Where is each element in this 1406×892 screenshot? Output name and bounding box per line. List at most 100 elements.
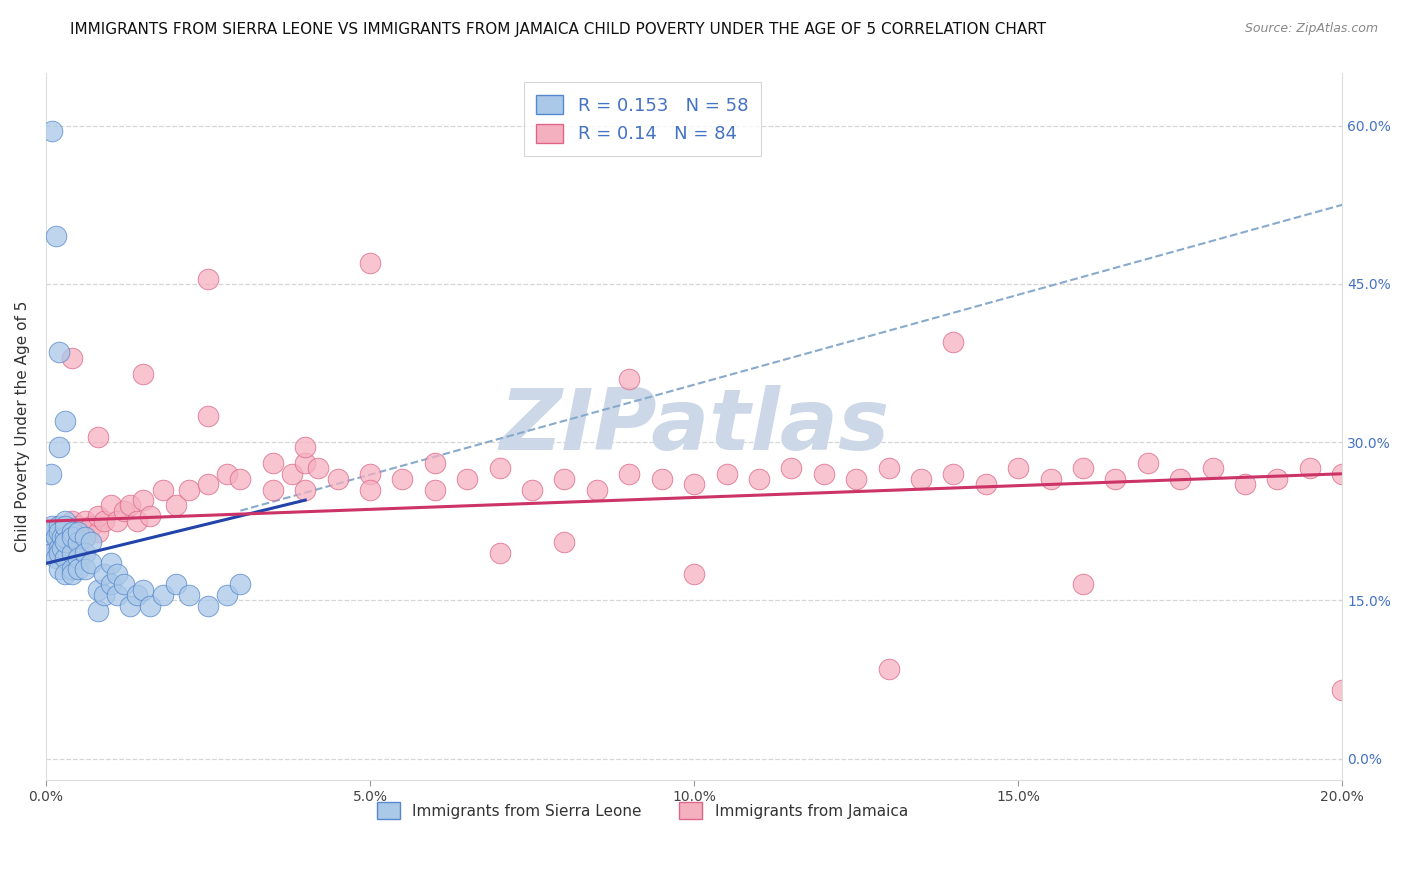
Point	[813, 467, 835, 481]
Point	[55, 566, 77, 581]
Point	[87, 430, 110, 444]
Point	[132, 493, 155, 508]
Point	[619, 372, 641, 386]
Point	[683, 566, 706, 581]
Point	[55, 519, 77, 533]
Point	[73, 514, 96, 528]
Text: Source: ZipAtlas.com: Source: ZipAtlas.com	[1244, 22, 1378, 36]
Point	[125, 588, 148, 602]
Point	[60, 530, 83, 544]
Point	[48, 441, 70, 455]
Point	[423, 456, 446, 470]
Point	[93, 588, 115, 602]
Point	[55, 551, 77, 566]
Point	[48, 524, 70, 539]
Point	[105, 588, 128, 602]
Point	[456, 472, 478, 486]
Point	[48, 519, 70, 533]
Point	[60, 562, 83, 576]
Point	[55, 514, 77, 528]
Y-axis label: Child Poverty Under the Age of 5: Child Poverty Under the Age of 5	[15, 301, 30, 552]
Point	[138, 508, 160, 523]
Point	[87, 524, 110, 539]
Point	[41, 524, 63, 539]
Point	[48, 519, 70, 533]
Point	[326, 472, 349, 486]
Text: ZIPatlas: ZIPatlas	[499, 384, 889, 467]
Point	[910, 472, 932, 486]
Legend: Immigrants from Sierra Leone, Immigrants from Jamaica: Immigrants from Sierra Leone, Immigrants…	[371, 796, 914, 825]
Point	[67, 535, 90, 549]
Point	[87, 508, 110, 523]
Point	[60, 514, 83, 528]
Point	[262, 456, 284, 470]
Point	[391, 472, 413, 486]
Point	[41, 519, 63, 533]
Point	[48, 562, 70, 576]
Point	[748, 472, 770, 486]
Point	[488, 461, 510, 475]
Point	[120, 499, 142, 513]
Point	[45, 530, 67, 544]
Point	[1168, 472, 1191, 486]
Point	[651, 472, 673, 486]
Point	[48, 541, 70, 555]
Point	[553, 535, 575, 549]
Point	[67, 551, 90, 566]
Point	[39, 467, 62, 481]
Point	[138, 599, 160, 613]
Point	[80, 519, 103, 533]
Point	[942, 467, 965, 481]
Point	[48, 535, 70, 549]
Point	[80, 557, 103, 571]
Point	[60, 351, 83, 365]
Point	[197, 271, 219, 285]
Point	[55, 546, 77, 560]
Point	[51, 530, 73, 544]
Point	[73, 530, 96, 544]
Point	[125, 514, 148, 528]
Point	[67, 562, 90, 576]
Point	[105, 566, 128, 581]
Point	[359, 467, 381, 481]
Point	[229, 577, 252, 591]
Point	[48, 345, 70, 359]
Point	[73, 530, 96, 544]
Point	[1331, 682, 1354, 697]
Point	[619, 467, 641, 481]
Point	[1136, 456, 1159, 470]
Point	[132, 582, 155, 597]
Point	[51, 541, 73, 555]
Point	[1267, 472, 1289, 486]
Point	[359, 483, 381, 497]
Point	[281, 467, 304, 481]
Point	[152, 483, 174, 497]
Point	[1201, 461, 1223, 475]
Point	[1071, 577, 1094, 591]
Point	[877, 662, 900, 676]
Point	[112, 503, 135, 517]
Point	[262, 483, 284, 497]
Point	[197, 599, 219, 613]
Point	[132, 367, 155, 381]
Point	[197, 477, 219, 491]
Point	[1071, 461, 1094, 475]
Point	[229, 472, 252, 486]
Point	[120, 599, 142, 613]
Point	[100, 557, 122, 571]
Point	[520, 483, 543, 497]
Point	[55, 414, 77, 428]
Point	[60, 530, 83, 544]
Point	[152, 588, 174, 602]
Point	[73, 546, 96, 560]
Point	[942, 334, 965, 349]
Point	[38, 535, 60, 549]
Point	[67, 541, 90, 555]
Point	[100, 499, 122, 513]
Point	[55, 535, 77, 549]
Point	[307, 461, 329, 475]
Point	[67, 519, 90, 533]
Point	[41, 124, 63, 138]
Point	[87, 582, 110, 597]
Point	[586, 483, 609, 497]
